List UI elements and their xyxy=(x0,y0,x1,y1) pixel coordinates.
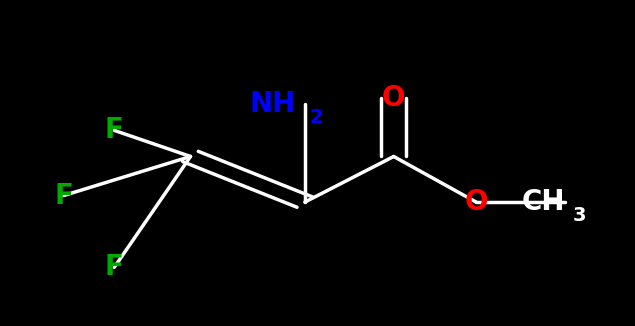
Text: 3: 3 xyxy=(572,206,586,225)
Text: O: O xyxy=(464,188,488,216)
Text: F: F xyxy=(105,116,124,144)
Text: F: F xyxy=(54,182,73,210)
Text: F: F xyxy=(105,253,124,281)
Text: 2: 2 xyxy=(309,108,323,127)
Text: CH: CH xyxy=(521,188,565,216)
Text: O: O xyxy=(382,84,406,112)
Text: NH: NH xyxy=(249,90,295,118)
